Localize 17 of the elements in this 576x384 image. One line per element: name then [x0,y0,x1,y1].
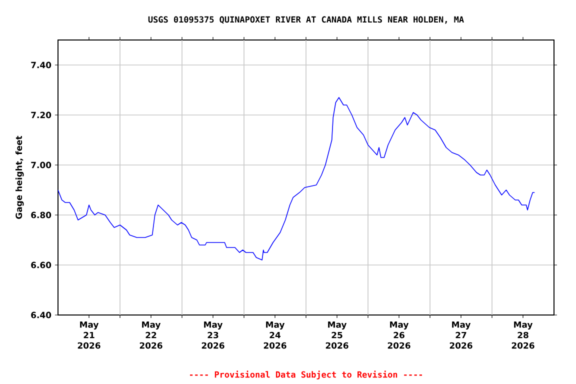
x-tick-label: May 26 2026 [388,322,410,349]
x-tick-label: May 27 2026 [450,322,472,349]
text: ---- Provisional Data Subject to Revision ---- [190,370,422,380]
x-tick-label: May 24 2026 [264,322,286,349]
x-tick-label: May 25 2026 [326,322,348,349]
y-tick-label: 7.20 [31,112,52,118]
y-tick-label: 6.80 [31,212,52,218]
chart-title: USGS 01095375 QUINAPOXET RIVER AT CANADA MILLS NEAR HOLDEN, MA [148,16,464,24]
y-axis-title: Gage height, feet [16,136,24,219]
y-tick-label: 7.00 [31,162,52,168]
x-tick-label: May 22 2026 [140,322,162,349]
x-tick-label: May 23 2026 [202,322,224,349]
x-tick-label: May 21 2026 [78,322,100,349]
y-tick-label: 6.40 [31,312,52,318]
y-tick-label: 6.60 [31,262,52,268]
x-tick-label: May 28 2026 [512,322,534,349]
y-tick-label: 7.40 [31,62,52,68]
